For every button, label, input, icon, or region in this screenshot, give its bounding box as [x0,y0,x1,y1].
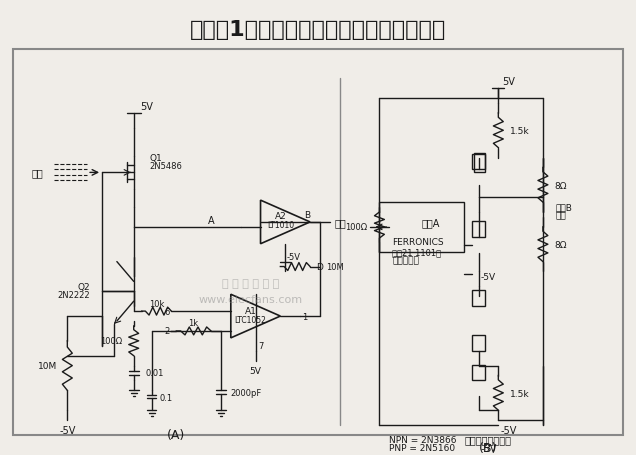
Text: -5V: -5V [59,425,76,435]
Text: 10k: 10k [149,299,164,308]
Text: 1.5k: 1.5k [510,127,530,136]
Text: 10M: 10M [326,263,343,272]
Text: D: D [317,263,324,272]
Bar [474,153,485,173]
Text: 铁氧体磁珠: 铁氧体磁珠 [392,256,419,264]
Bar [13,50,623,435]
Text: LTC1052: LTC1052 [235,315,266,324]
Text: PNP = 2N5160: PNP = 2N5160 [389,443,455,452]
Text: 至点B: 至点B [556,203,572,212]
Text: 另一个缓冲放大器: 另一个缓冲放大器 [465,434,512,444]
Text: 7: 7 [258,342,263,350]
Text: A2: A2 [275,212,286,221]
Text: 输出: 输出 [335,217,347,228]
Bar [13,50,623,435]
Text: 1.5k: 1.5k [510,389,530,398]
Text: B: B [304,210,310,219]
Text: 100Ω: 100Ω [345,223,368,232]
Text: 1k: 1k [188,319,198,328]
Bar [380,202,464,252]
Text: 2: 2 [164,327,169,336]
Text: 1: 1 [302,312,307,321]
Text: 5V: 5V [502,77,515,87]
Bar [471,154,485,170]
Text: -5V: -5V [500,425,516,435]
Text: 0.01: 0.01 [146,368,164,377]
Text: 2N2222: 2N2222 [57,290,90,299]
Text: Q1: Q1 [149,154,162,163]
Text: 6: 6 [164,307,169,316]
Bar [471,335,485,351]
Text: 5V: 5V [250,366,261,375]
Text: 输入: 输入 [32,168,43,178]
Text: NPN = 2N3866: NPN = 2N3866 [389,435,457,445]
Text: 100Ω: 100Ω [100,337,122,345]
Text: 至点A: 至点A [421,217,439,228]
Bar [471,365,485,381]
Text: 8Ω: 8Ω [555,182,567,190]
Text: FERRONICS: FERRONICS [392,238,444,247]
Text: -5V: -5V [286,253,300,262]
Text: A: A [208,216,214,226]
Text: -5V: -5V [481,273,496,281]
Text: 2000pF: 2000pF [231,388,262,397]
Text: (B): (B) [480,441,497,455]
Text: (A): (A) [167,429,186,441]
Text: 输出: 输出 [556,211,567,220]
Text: 电 子 爱 好 者 网
www.elecfans.com: 电 子 爱 好 者 网 www.elecfans.com [198,278,303,305]
Bar [471,222,485,237]
Text: 10M: 10M [38,361,57,370]
Text: 8Ω: 8Ω [555,241,567,250]
Text: 增益为1的高速高输入阻抗稳定缓冲放大器: 增益为1的高速高输入阻抗稳定缓冲放大器 [190,20,446,40]
Text: A1: A1 [245,306,256,315]
Text: Q2: Q2 [78,282,90,291]
Bar [471,291,485,307]
Text: 2N5486: 2N5486 [149,162,183,171]
Text: 5V: 5V [140,102,153,112]
Text: -5V: -5V [480,443,497,453]
Text: 公司21 1101号: 公司21 1101号 [392,248,441,257]
Text: 0.1: 0.1 [160,393,172,402]
Text: LT1010: LT1010 [266,221,294,230]
